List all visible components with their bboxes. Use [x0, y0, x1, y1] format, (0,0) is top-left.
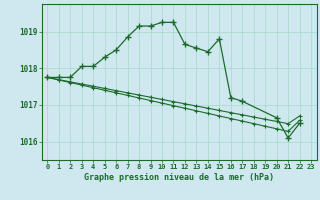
X-axis label: Graphe pression niveau de la mer (hPa): Graphe pression niveau de la mer (hPa) [84, 173, 274, 182]
